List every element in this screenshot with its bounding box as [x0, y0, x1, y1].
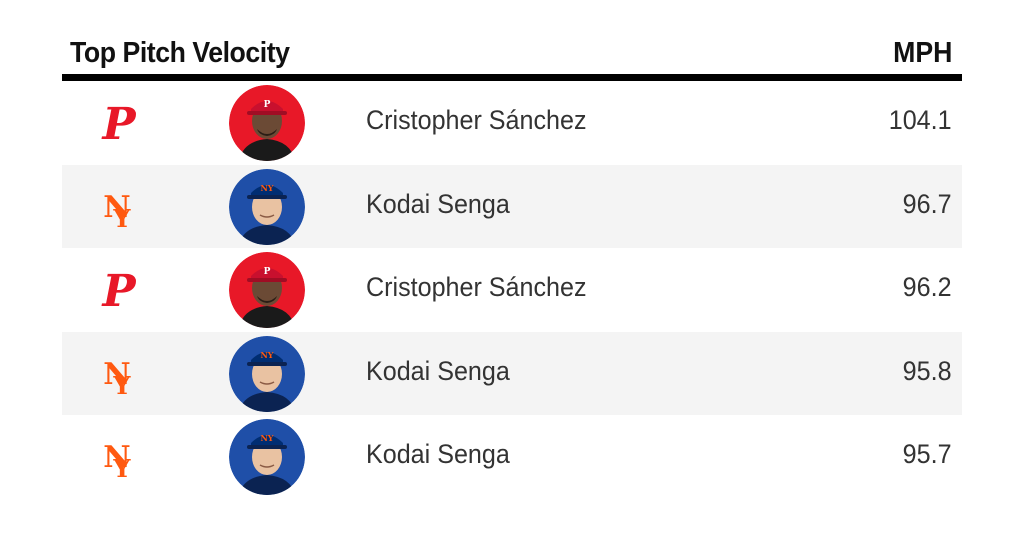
player-name: Cristopher Sánchez — [366, 272, 587, 302]
svg-text:Y: Y — [112, 454, 131, 479]
mets-ny-logo-icon: N Y — [103, 190, 131, 229]
table-row: P P Cristopher Sánchez 96.2 — [62, 248, 962, 332]
leaderboard-title: Top Pitch Velocity — [70, 37, 290, 69]
player-name: Kodai Senga — [366, 439, 510, 469]
phillies-p-logo-icon: P — [100, 268, 137, 312]
unit-column-header: MPH — [892, 37, 952, 69]
mets-ny-logo-icon: N Y — [103, 440, 131, 479]
table-row: N Y NY Kodai Senga 95.8 — [62, 331, 962, 415]
svg-text:NY: NY — [260, 350, 273, 360]
kodai-senga-headshot: NY — [229, 419, 305, 495]
kodai-senga-headshot: NY — [229, 335, 305, 412]
cristopher-sanchez-headshot: P — [229, 252, 305, 328]
svg-text:N: N — [103, 190, 130, 225]
leaderboard-header: Top Pitch Velocity MPH — [62, 34, 962, 81]
leaderboard-rows: P P Cristopher Sánchez 104.1 N Y — [62, 81, 962, 499]
player-name: Kodai Senga — [366, 188, 510, 219]
svg-text:NY: NY — [260, 183, 273, 193]
svg-text:P: P — [264, 100, 271, 110]
svg-text:P: P — [264, 267, 271, 277]
pitch-velocity-value: 96.2 — [903, 272, 952, 302]
table-row: N Y NY Kodai Senga 95.7 — [62, 415, 962, 499]
svg-text:NY: NY — [260, 433, 273, 443]
kodai-senga-headshot: NY — [229, 168, 305, 245]
pitch-velocity-value: 95.7 — [903, 439, 952, 469]
phillies-p-logo-icon: P — [100, 101, 137, 145]
svg-text:N: N — [103, 357, 130, 392]
table-row: P P Cristopher Sánchez 104.1 — [62, 81, 962, 165]
velocity-leaderboard: Top Pitch Velocity MPH P P Cristopher Sá… — [62, 34, 962, 499]
svg-text:P: P — [100, 268, 137, 312]
svg-text:Y: Y — [112, 204, 131, 229]
player-name: Cristopher Sánchez — [366, 105, 587, 135]
pitch-velocity-value: 104.1 — [889, 105, 952, 135]
mets-ny-logo-icon: N Y — [103, 357, 131, 396]
svg-text:Y: Y — [112, 371, 131, 396]
cristopher-sanchez-headshot: P — [229, 85, 305, 161]
pitch-velocity-value: 95.8 — [903, 355, 952, 386]
svg-text:P: P — [100, 101, 137, 145]
table-row: N Y NY Kodai Senga 96.7 — [62, 164, 962, 248]
pitch-velocity-value: 96.7 — [903, 188, 952, 219]
player-name: Kodai Senga — [366, 355, 510, 386]
svg-text:N: N — [103, 440, 130, 475]
